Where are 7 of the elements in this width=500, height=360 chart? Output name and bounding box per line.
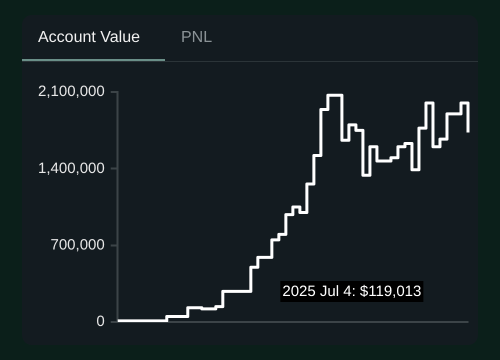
text: PNL [180,28,214,48]
y-tick-label: 2,100,000 [38,83,105,100]
y-tick-label: 700,000 [50,236,105,254]
text: Account Value [22,15,165,61]
annotation: 2025 Jul 4: $119,013 [282,283,422,300]
y-tick-label: 0 [96,313,105,330]
y-tick-label: 1,400,000 [38,160,105,177]
